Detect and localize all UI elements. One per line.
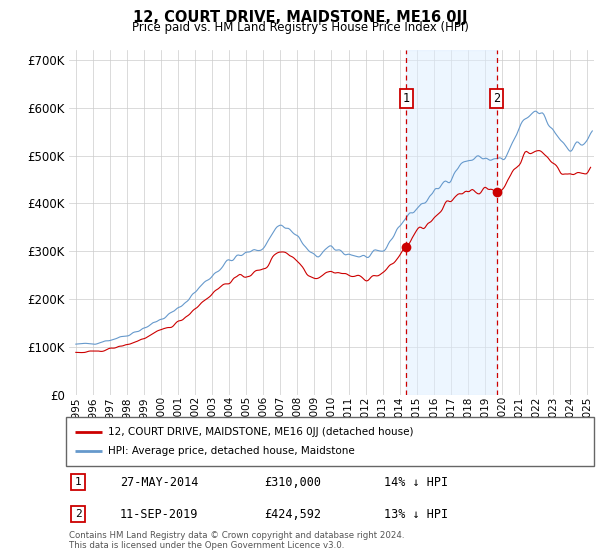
Text: £424,592: £424,592 — [264, 507, 321, 520]
Text: Price paid vs. HM Land Registry's House Price Index (HPI): Price paid vs. HM Land Registry's House … — [131, 21, 469, 34]
Text: 14% ↓ HPI: 14% ↓ HPI — [384, 475, 448, 488]
Text: 1: 1 — [403, 92, 410, 105]
Text: Contains HM Land Registry data © Crown copyright and database right 2024.
This d: Contains HM Land Registry data © Crown c… — [69, 530, 404, 550]
Text: 1: 1 — [74, 477, 82, 487]
Text: 13% ↓ HPI: 13% ↓ HPI — [384, 507, 448, 520]
Bar — [406, 50, 497, 395]
Text: 2: 2 — [493, 92, 500, 105]
Text: HPI: Average price, detached house, Maidstone: HPI: Average price, detached house, Maid… — [108, 446, 355, 456]
Text: 27-MAY-2014: 27-MAY-2014 — [120, 475, 199, 488]
Text: 2: 2 — [74, 509, 82, 519]
Text: 12, COURT DRIVE, MAIDSTONE, ME16 0JJ: 12, COURT DRIVE, MAIDSTONE, ME16 0JJ — [133, 10, 467, 25]
Text: £310,000: £310,000 — [264, 475, 321, 488]
Text: 11-SEP-2019: 11-SEP-2019 — [120, 507, 199, 520]
Text: 12, COURT DRIVE, MAIDSTONE, ME16 0JJ (detached house): 12, COURT DRIVE, MAIDSTONE, ME16 0JJ (de… — [108, 427, 413, 437]
